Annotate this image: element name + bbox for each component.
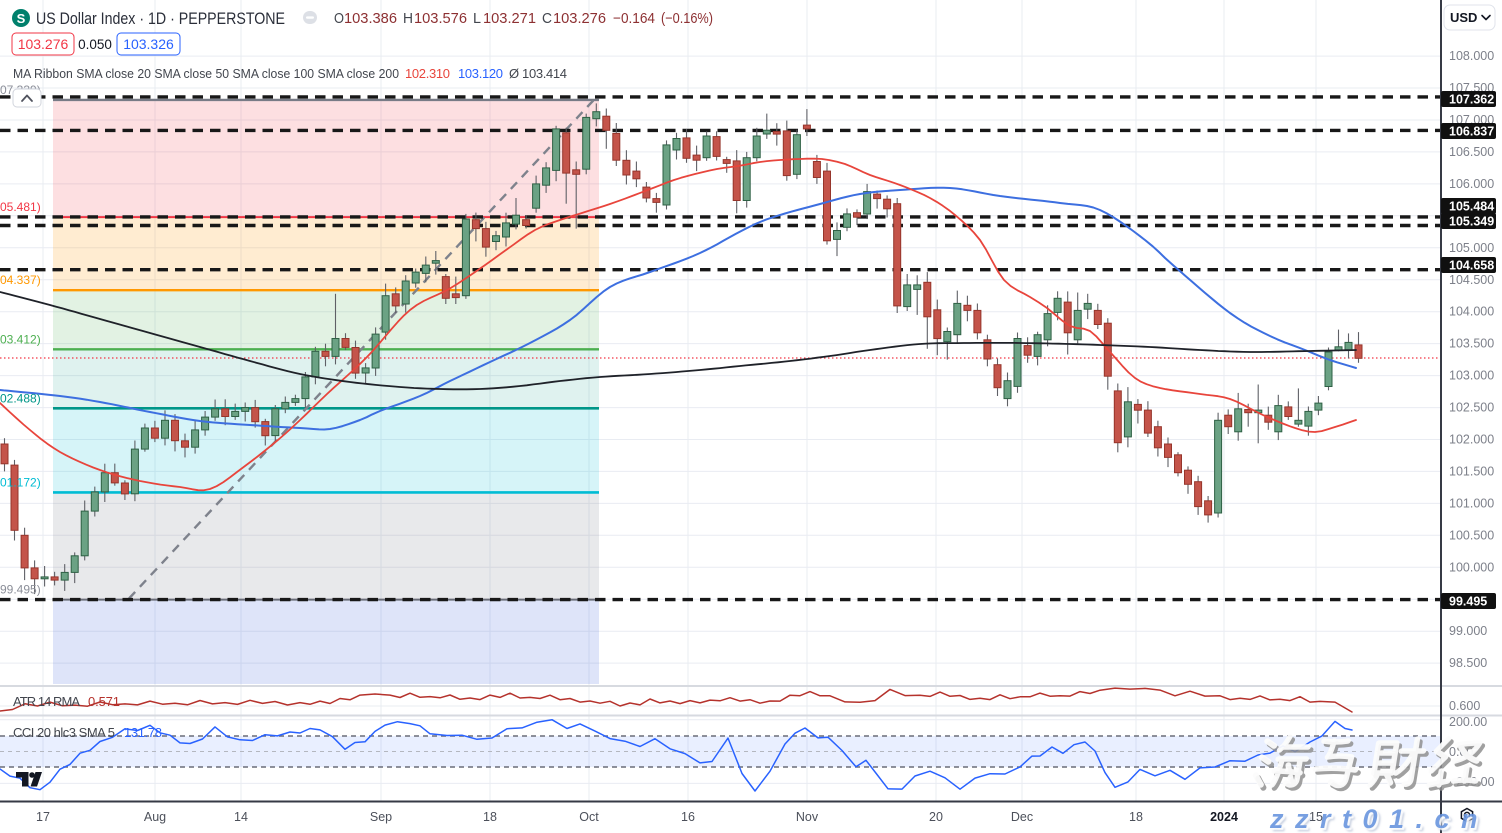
svg-text:108.000: 108.000 (1449, 49, 1494, 63)
svg-text:105.000: 105.000 (1449, 241, 1494, 255)
svg-text:02.488): 02.488) (0, 391, 41, 405)
svg-text:107.362: 107.362 (1449, 93, 1494, 107)
svg-text:105.349: 105.349 (1449, 215, 1494, 229)
svg-text:L: L (473, 11, 481, 27)
svg-text:0.571: 0.571 (88, 694, 120, 709)
svg-text:O: O (334, 11, 344, 27)
svg-text:01.172): 01.172) (0, 475, 41, 489)
svg-text:ATR 14 RMA: ATR 14 RMA (13, 694, 80, 709)
svg-text:Dec: Dec (1011, 810, 1033, 824)
svg-text:Sep: Sep (370, 810, 392, 824)
svg-text:103.120: 103.120 (458, 66, 503, 81)
svg-text:103.000: 103.000 (1449, 369, 1494, 383)
svg-text:104.500: 104.500 (1449, 273, 1494, 287)
svg-text:H: H (403, 11, 413, 27)
svg-text:Nov: Nov (796, 810, 819, 824)
svg-text:103.276: 103.276 (553, 11, 606, 27)
svg-text:104.658: 104.658 (1449, 259, 1494, 273)
svg-text:CCI 20 hlc3 SMA 5: CCI 20 hlc3 SMA 5 (13, 725, 115, 740)
svg-text:99.000: 99.000 (1449, 624, 1487, 638)
svg-text:−0.164: −0.164 (613, 11, 655, 27)
svg-text:102.500: 102.500 (1449, 401, 1494, 415)
svg-text:102.310: 102.310 (405, 66, 450, 81)
svg-text:103.500: 103.500 (1449, 337, 1494, 351)
svg-text:106.837: 106.837 (1449, 125, 1494, 139)
svg-text:103.271: 103.271 (483, 11, 536, 27)
svg-text:0.600: 0.600 (1449, 699, 1480, 713)
svg-text:105.484: 105.484 (1449, 200, 1494, 214)
svg-text:Ø 103.414: Ø 103.414 (509, 66, 567, 81)
svg-text:200.00: 200.00 (1449, 715, 1487, 729)
svg-text:101.000: 101.000 (1449, 496, 1494, 510)
svg-text:(−0.16%): (−0.16%) (661, 11, 713, 27)
svg-text:0.050: 0.050 (78, 37, 112, 52)
svg-text:04.337): 04.337) (0, 273, 41, 287)
svg-text:Aug: Aug (144, 810, 166, 824)
svg-text:C: C (542, 11, 552, 27)
svg-text:S: S (17, 11, 26, 26)
svg-text:18: 18 (483, 810, 497, 824)
svg-text:2024: 2024 (1210, 810, 1238, 824)
svg-text:20: 20 (929, 810, 943, 824)
svg-text:18: 18 (1129, 810, 1143, 824)
svg-text:03.412): 03.412) (0, 332, 41, 346)
svg-text:103.276: 103.276 (18, 36, 69, 52)
svg-text:USD: USD (1450, 10, 1477, 25)
svg-text:106.000: 106.000 (1449, 177, 1494, 191)
svg-text:99.495: 99.495 (1449, 595, 1487, 609)
svg-text:MA Ribbon SMA close 20 SMA clo: MA Ribbon SMA close 20 SMA close 50 SMA … (13, 66, 399, 81)
svg-text:102.000: 102.000 (1449, 433, 1494, 447)
svg-text:05.481): 05.481) (0, 200, 41, 214)
svg-text:17: 17 (36, 810, 50, 824)
svg-text:15: 15 (1309, 810, 1323, 824)
svg-text:103.386: 103.386 (344, 11, 397, 27)
svg-text:99.495): 99.495) (0, 583, 41, 597)
svg-text:101.500: 101.500 (1449, 464, 1494, 478)
svg-text:16: 16 (681, 810, 695, 824)
svg-text:US Dollar Index · 1D · PEPPERS: US Dollar Index · 1D · PEPPERSTONE (36, 10, 285, 28)
svg-text:Oct: Oct (579, 810, 599, 824)
svg-text:98.500: 98.500 (1449, 656, 1487, 670)
svg-text:106.500: 106.500 (1449, 145, 1494, 159)
svg-text:103.326: 103.326 (123, 36, 174, 52)
svg-text:104.000: 104.000 (1449, 305, 1494, 319)
svg-text:103.576: 103.576 (414, 11, 467, 27)
svg-text:100.500: 100.500 (1449, 528, 1494, 542)
svg-text:14: 14 (234, 810, 248, 824)
svg-text:131.78: 131.78 (124, 725, 162, 740)
svg-text:100.000: 100.000 (1449, 560, 1494, 574)
